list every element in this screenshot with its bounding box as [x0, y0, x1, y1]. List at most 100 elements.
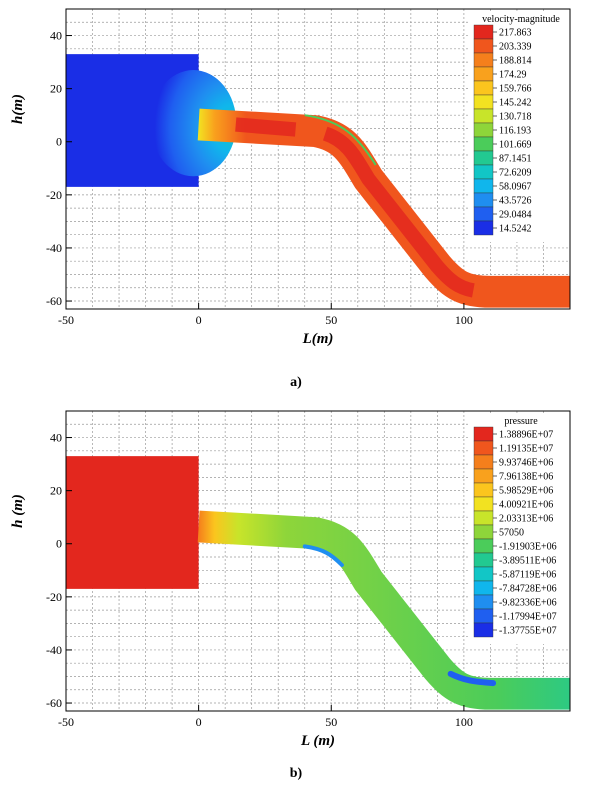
y-tick-label: 20	[50, 82, 62, 96]
pressure-axis-ticks: -50 0 50 100 40 20 0 -20 -40 -60	[46, 431, 473, 729]
y-tick-label: -20	[46, 590, 62, 604]
y-tick-label: -60	[46, 696, 62, 710]
velocity-panel: -50 0 50 100 40 20 0 -20 -40 -60 L(m) h(m) veloci…	[10, 8, 571, 390]
legend-level-label: 14.5242	[499, 224, 532, 235]
legend-level-label: 57050	[499, 528, 524, 539]
legend-swatch	[473, 52, 494, 68]
y-tick-label: -20	[46, 188, 62, 202]
velocity-channel-edge	[304, 114, 377, 166]
legend-level-label: -1.17994E+07	[499, 612, 557, 623]
x-tick-label: 0	[196, 715, 202, 729]
legend-level-label: 159.766	[499, 84, 532, 95]
x-tick-label: -50	[58, 715, 74, 729]
legend-swatch	[473, 122, 494, 138]
legend-swatch	[473, 482, 494, 498]
pressure-x-axis-label: L (m)	[300, 733, 335, 749]
y-tick-label: 20	[50, 484, 62, 498]
legend-level-label: 1.38896E+07	[499, 430, 553, 441]
velocity-plot-frame	[65, 8, 571, 310]
x-tick-label: 100	[455, 715, 473, 729]
legend-level-label: -7.84728E+06	[499, 584, 557, 595]
velocity-y-axis-label: h(m)	[10, 94, 26, 124]
legend-swatch	[473, 496, 494, 512]
legend-swatch	[473, 580, 494, 596]
legend-title: velocity-magnitude	[482, 14, 560, 25]
legend-swatch	[473, 608, 494, 624]
y-tick-label: 40	[50, 29, 62, 43]
legend-swatch	[473, 108, 494, 124]
legend-swatch	[473, 66, 494, 82]
velocity-channel-core	[235, 117, 491, 299]
legend-level-label: 29.0484	[499, 210, 532, 221]
legend-level-label: 72.6209	[499, 168, 532, 179]
legend-swatch	[473, 94, 494, 110]
legend-level-label: 130.718	[499, 112, 532, 123]
legend-level-label: 5.98529E+06	[499, 486, 553, 497]
velocity-axis-ticks: -50 0 50 100 40 20 0 -20 -40 -60	[46, 29, 473, 327]
velocity-reservoir-outflow	[150, 70, 237, 177]
legend-swatch	[473, 510, 494, 526]
x-tick-label: 0	[196, 313, 202, 327]
legend-swatch	[473, 178, 494, 194]
x-tick-label: 50	[325, 715, 337, 729]
legend-swatch	[473, 552, 494, 568]
legend-swatch	[473, 220, 494, 236]
legend-swatch	[473, 206, 494, 222]
y-tick-label: 0	[56, 135, 62, 149]
legend-swatch	[473, 192, 494, 208]
y-tick-label: 0	[56, 537, 62, 551]
y-tick-label: -40	[46, 241, 62, 255]
x-tick-label: -50	[58, 313, 74, 327]
legend-swatch	[473, 566, 494, 582]
pressure-panel: -50 0 50 100 40 20 0 -20 -40 -60 L (m) h (m) pres…	[10, 410, 571, 781]
y-tick-label: -40	[46, 643, 62, 657]
pressure-plot-frame	[65, 410, 571, 712]
velocity-x-axis-label: L(m)	[302, 331, 334, 347]
legend-level-label: -9.82336E+06	[499, 598, 557, 609]
legend-swatch	[473, 454, 494, 470]
pressure-caption: b)	[290, 766, 303, 781]
velocity-legend: velocity-magnitude 217.863 203.339 188.814 1…	[470, 12, 568, 242]
legend-level-label: 1.19135E+07	[499, 444, 553, 455]
legend-swatch	[473, 594, 494, 610]
legend-swatch	[473, 150, 494, 166]
velocity-caption: a)	[290, 375, 302, 390]
legend-level-label: 87.1451	[499, 154, 532, 165]
legend-level-label: 43.5726	[499, 196, 532, 207]
legend-level-label: 2.03313E+06	[499, 514, 553, 525]
pressure-legend: pressure 1.38896E+07 1.19135E+07 9.93746E+0…	[470, 414, 568, 644]
pressure-low-zone-upper	[302, 544, 344, 567]
legend-swatch	[473, 80, 494, 96]
x-tick-label: 50	[325, 313, 337, 327]
legend-level-label: 58.0967	[499, 182, 532, 193]
legend-swatch	[473, 468, 494, 484]
legend-level-label: 116.193	[499, 126, 531, 137]
legend-swatch	[473, 136, 494, 152]
legend-level-label: 217.863	[499, 28, 532, 39]
legend-level-label: 188.814	[499, 56, 532, 67]
legend-swatch	[473, 164, 494, 180]
pressure-reservoir	[66, 456, 199, 589]
pressure-y-axis-label: h (m)	[10, 494, 26, 528]
legend-level-label: 145.242	[499, 98, 532, 109]
legend-swatch	[473, 524, 494, 540]
legend-level-label: 174.29	[499, 70, 527, 81]
legend-swatch	[473, 38, 494, 54]
legend-swatch	[473, 24, 494, 40]
legend-level-label: -1.37755E+07	[499, 626, 557, 637]
legend-swatch	[473, 440, 494, 456]
legend-level-label: -5.87119E+06	[499, 570, 556, 581]
legend-level-label: -1.91903E+06	[499, 542, 557, 553]
legend-level-label: 7.96138E+06	[499, 472, 553, 483]
legend-swatch	[473, 538, 494, 554]
legend-level-label: 9.93746E+06	[499, 458, 553, 469]
pressure-channel	[197, 510, 570, 710]
legend-level-label: 203.339	[499, 42, 532, 53]
legend-swatch	[473, 426, 494, 442]
legend-title: pressure	[504, 416, 538, 427]
pressure-low-zone-lower	[447, 670, 497, 687]
y-tick-label: 40	[50, 431, 62, 445]
legend-level-label: 4.00921E+06	[499, 500, 553, 511]
x-tick-label: 100	[455, 313, 473, 327]
